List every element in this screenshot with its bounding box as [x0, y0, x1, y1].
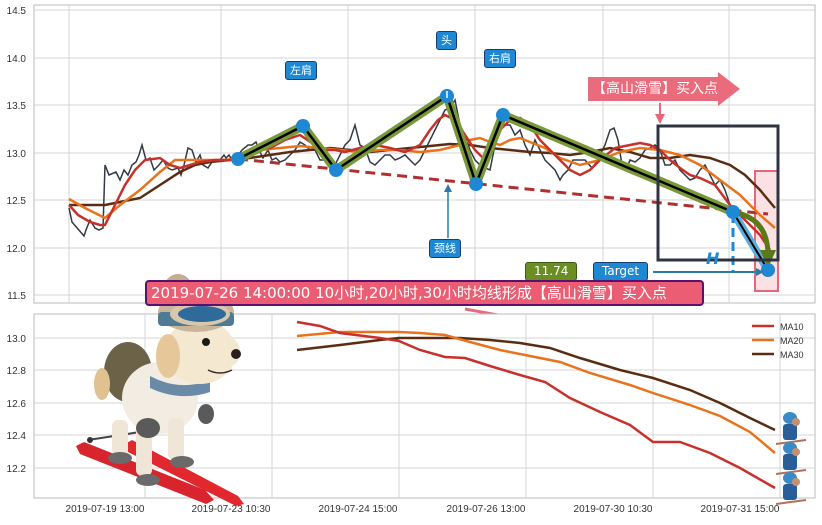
buy-sign-pointer-head: [655, 114, 665, 124]
height-label: H: [706, 249, 720, 268]
xtick: 2019-07-26 13:00: [447, 504, 526, 515]
buy-window-box: [656, 124, 780, 262]
top-ytick: 12.5: [7, 196, 27, 207]
marker-trough-1: [329, 163, 343, 177]
legend-ma20-label: MA20: [780, 336, 804, 346]
right-shoulder-label: 右肩: [484, 49, 516, 68]
bottom-ma20-line: [296, 330, 776, 454]
left-shoulder-label: 左肩: [285, 61, 317, 80]
target-label: Target: [593, 262, 649, 281]
xtick: 2019-07-19 13:00: [66, 504, 145, 515]
skier-stack-icon: [775, 412, 807, 505]
buy-point-sign: 【高山滑雪】买入点: [592, 81, 718, 97]
top-price-panel: 14.5 14.0 13.5 13.0 12.5 12.0 11.5: [7, 4, 816, 325]
xtick: 2019-07-30 10:30: [574, 504, 653, 515]
marker-left-shoulder: [296, 119, 310, 133]
bottom-ytick: 13.0: [7, 334, 27, 345]
top-ytick: 12.0: [7, 244, 27, 255]
target-pointer-head: [756, 268, 764, 276]
xtick: 2019-07-24 15:00: [319, 504, 398, 515]
neckline-label: 颈线: [429, 239, 461, 258]
target-value-badge: 11.74: [525, 262, 578, 281]
bottom-y-axis: 13.0 12.8 12.6 12.4 12.2: [7, 334, 27, 475]
marker-right-shoulder: [496, 108, 510, 122]
top-ytick: 13.0: [7, 149, 27, 160]
legend-ma30-label: MA30: [780, 350, 804, 360]
bottom-ytick: 12.4: [7, 431, 27, 442]
buy-sign-shape: [588, 72, 740, 106]
marker-target: [761, 263, 775, 277]
top-ytick: 11.5: [7, 291, 26, 302]
top-ytick: 14.0: [7, 54, 27, 65]
bottom-x-axis: 2019-07-19 13:00 2019-07-23 10:30 2019-0…: [66, 504, 780, 515]
top-grid: [34, 5, 815, 303]
skiing-dog-mascot-icon: [76, 274, 244, 506]
marker-trough-2: [469, 177, 483, 191]
ma20-line: [68, 136, 776, 229]
xtick: 2019-07-31 15:00: [701, 504, 780, 515]
bottom-ytick: 12.8: [7, 366, 27, 377]
bottom-ytick: 12.6: [7, 399, 27, 410]
bottom-ma10-line: [296, 320, 776, 490]
xtick: 2019-07-23 10:30: [192, 504, 271, 515]
ma10-line: [68, 113, 772, 251]
signal-banner: 2019-07-26 14:00:00 10小时,20小时,30小时均线形成【高…: [145, 280, 704, 306]
top-ytick: 13.5: [7, 101, 27, 112]
top-plot-area: [33, 4, 816, 304]
marker-start: [231, 152, 245, 166]
legend: MA10 MA20 MA30: [752, 322, 804, 360]
neckline-pointer-head: [444, 184, 452, 192]
top-y-axis: 14.5 14.0 13.5 13.0 12.5 12.0 11.5: [7, 6, 27, 302]
pattern-markers: [231, 89, 775, 277]
top-ytick: 14.5: [7, 6, 27, 17]
head-label: 头: [436, 31, 457, 50]
neckline: [237, 157, 769, 216]
legend-ma10-label: MA10: [780, 322, 804, 332]
marker-breakout: [726, 205, 740, 219]
bottom-ytick: 12.2: [7, 464, 27, 475]
